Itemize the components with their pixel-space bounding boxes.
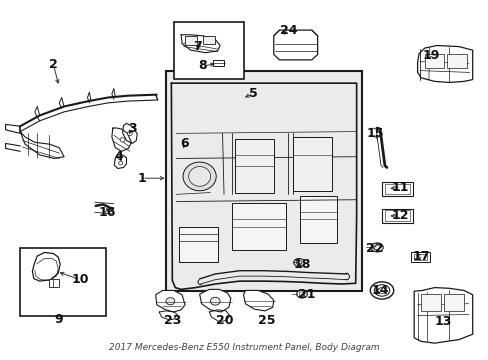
Text: 21: 21 bbox=[298, 288, 315, 301]
Bar bbox=[424, 54, 444, 68]
Text: 18: 18 bbox=[293, 258, 310, 271]
Text: 23: 23 bbox=[163, 314, 181, 327]
Polygon shape bbox=[381, 182, 412, 196]
Text: 4: 4 bbox=[114, 150, 123, 163]
Ellipse shape bbox=[370, 243, 383, 252]
Polygon shape bbox=[417, 45, 472, 82]
Polygon shape bbox=[32, 252, 60, 281]
Ellipse shape bbox=[373, 285, 389, 296]
Bar bbox=[20, 248, 105, 316]
Text: 5: 5 bbox=[248, 87, 257, 100]
Text: 6: 6 bbox=[181, 137, 189, 150]
Ellipse shape bbox=[299, 292, 305, 296]
Text: 1: 1 bbox=[138, 172, 146, 185]
Text: 16: 16 bbox=[98, 206, 116, 219]
Bar bbox=[184, 36, 197, 45]
Text: 11: 11 bbox=[391, 181, 408, 194]
Text: 2: 2 bbox=[49, 58, 58, 71]
Text: 19: 19 bbox=[421, 49, 439, 62]
Bar bbox=[420, 294, 440, 311]
Ellipse shape bbox=[293, 258, 304, 266]
Text: 22: 22 bbox=[366, 242, 383, 255]
Text: 8: 8 bbox=[198, 59, 207, 72]
Bar bbox=[300, 196, 336, 243]
Bar bbox=[447, 54, 466, 68]
Polygon shape bbox=[381, 209, 412, 223]
Ellipse shape bbox=[165, 298, 174, 305]
Ellipse shape bbox=[373, 245, 380, 250]
Bar bbox=[234, 139, 273, 193]
Text: 14: 14 bbox=[370, 284, 388, 297]
Text: 25: 25 bbox=[257, 314, 275, 327]
Text: 10: 10 bbox=[71, 273, 89, 286]
Ellipse shape bbox=[120, 138, 125, 142]
Bar bbox=[444, 294, 463, 311]
Bar bbox=[212, 60, 223, 66]
Ellipse shape bbox=[119, 161, 122, 165]
Ellipse shape bbox=[377, 288, 385, 293]
Text: 7: 7 bbox=[192, 40, 201, 53]
Polygon shape bbox=[273, 30, 317, 60]
Text: 9: 9 bbox=[54, 312, 62, 326]
Ellipse shape bbox=[296, 260, 302, 265]
Bar bbox=[413, 253, 426, 260]
Ellipse shape bbox=[369, 282, 393, 299]
Bar bbox=[166, 71, 361, 291]
Text: 20: 20 bbox=[216, 314, 233, 327]
Text: 13: 13 bbox=[434, 315, 451, 328]
Polygon shape bbox=[413, 288, 472, 343]
Bar bbox=[410, 252, 429, 262]
Ellipse shape bbox=[188, 167, 210, 186]
Ellipse shape bbox=[296, 290, 307, 298]
Text: 3: 3 bbox=[128, 122, 136, 135]
Polygon shape bbox=[199, 289, 230, 312]
Ellipse shape bbox=[183, 162, 216, 191]
Bar bbox=[203, 36, 215, 44]
Bar bbox=[293, 137, 331, 191]
Polygon shape bbox=[156, 291, 184, 312]
Text: 2017 Mercedes-Benz E550 Instrument Panel, Body Diagram: 2017 Mercedes-Benz E550 Instrument Panel… bbox=[109, 343, 379, 352]
Text: 24: 24 bbox=[279, 24, 297, 37]
Bar bbox=[178, 226, 217, 262]
Bar bbox=[232, 203, 285, 250]
Bar bbox=[173, 22, 244, 79]
Bar bbox=[49, 279, 59, 287]
Text: 15: 15 bbox=[366, 127, 383, 140]
Text: 17: 17 bbox=[411, 249, 429, 262]
Ellipse shape bbox=[210, 297, 220, 305]
Text: 12: 12 bbox=[391, 210, 408, 222]
Ellipse shape bbox=[127, 131, 132, 135]
Polygon shape bbox=[243, 291, 273, 311]
